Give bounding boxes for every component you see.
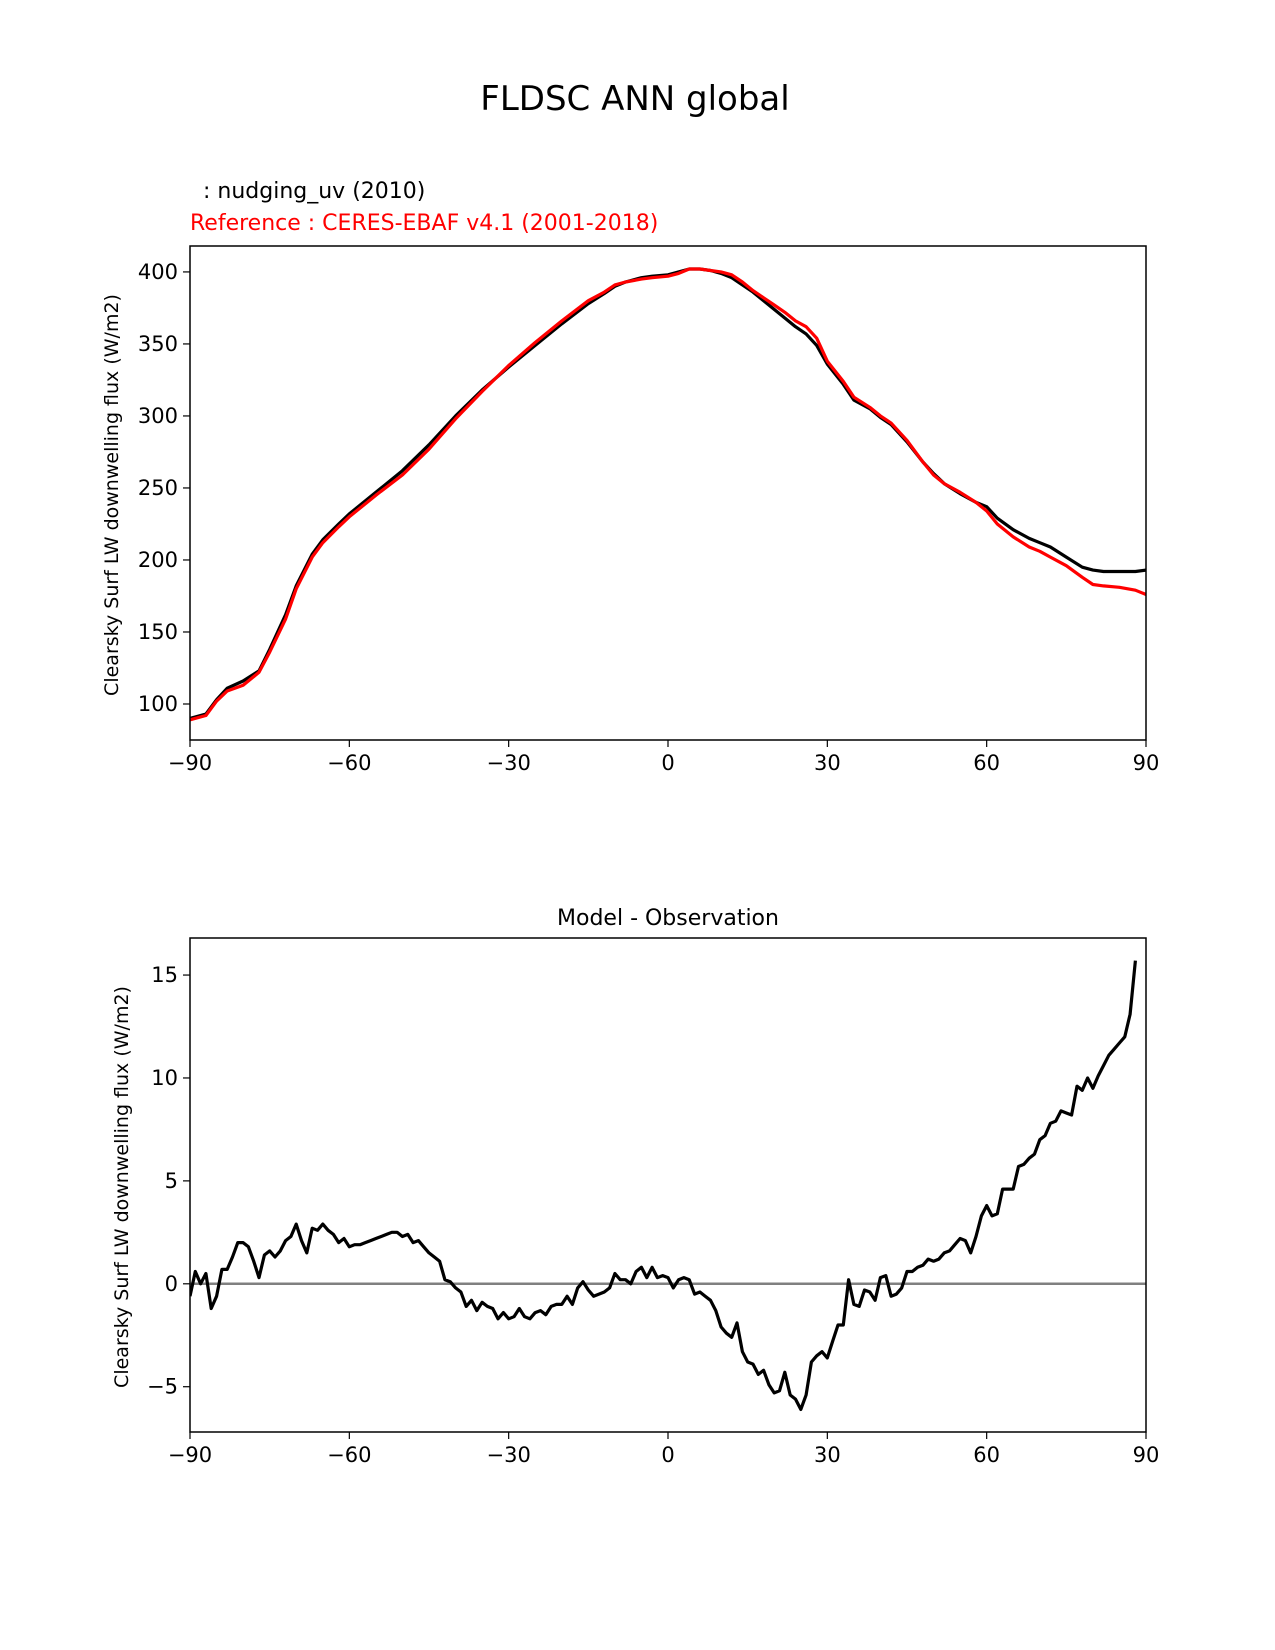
bottom-xtick-label: 30 xyxy=(814,1443,841,1467)
bottom-xtick-label: −30 xyxy=(487,1443,531,1467)
top-ylabel: Clearsky Surf LW downwelling flux (W/m2) xyxy=(101,294,123,696)
top-plot-area: −90 −60 −30 0 30 60 90 100 150 200 250 300 350 400 xyxy=(138,260,1159,775)
top-ytick-label: 200 xyxy=(138,548,178,572)
bottom-xtick-label: 0 xyxy=(661,1443,674,1467)
top-ytick-label: 350 xyxy=(138,332,178,356)
top-ytick-label: 400 xyxy=(138,260,178,284)
bottom-series-line-0 xyxy=(190,960,1137,1412)
bottom-ylabel: Clearsky Surf LW downwelling flux (W/m2) xyxy=(111,986,133,1388)
reference-label: Reference : CERES-EBAF v4.1 (2001-2018) xyxy=(190,211,658,236)
bottom-xtick-label: 60 xyxy=(973,1443,1000,1467)
top-xtick-label: −90 xyxy=(168,751,212,775)
bottom-xtick-label: 90 xyxy=(1133,1443,1160,1467)
bottom-ytick-label: 0 xyxy=(165,1272,178,1296)
top-axes-frame xyxy=(189,245,1147,741)
top-series-line-1 xyxy=(190,267,1146,722)
top-xtick-label: −60 xyxy=(327,751,371,775)
top-xtick-label: −30 xyxy=(487,751,531,775)
bottom-title: Model - Observation xyxy=(557,906,779,931)
bottom-panel: Model - Observation Clearsky Surf LW dow… xyxy=(111,906,1159,1467)
top-ytick-label: 100 xyxy=(138,692,178,716)
bottom-xtick-label: −60 xyxy=(327,1443,371,1467)
top-xtick-label: 0 xyxy=(661,751,674,775)
top-ytick-label: 250 xyxy=(138,476,178,500)
bottom-plot-area: −90 −60 −30 0 30 60 90 −5 0 5 10 15 xyxy=(147,960,1160,1467)
bottom-ytick-label: 5 xyxy=(165,1169,178,1193)
bottom-ytick-label: −5 xyxy=(147,1375,178,1399)
bottom-axes-frame xyxy=(189,937,1147,1433)
bottom-ytick-label: 15 xyxy=(151,963,178,987)
figure-title: FLDSC ANN global xyxy=(480,79,789,119)
bottom-xtick-label: −90 xyxy=(168,1443,212,1467)
top-ytick-label: 150 xyxy=(138,620,178,644)
model-label: : nudging_uv (2010) xyxy=(196,179,425,204)
top-xtick-label: 30 xyxy=(814,751,841,775)
top-panel: : nudging_uv (2010) Reference : CERES-EB… xyxy=(101,179,1159,775)
top-series-line-0 xyxy=(190,267,1146,720)
top-ytick-label: 300 xyxy=(138,404,178,428)
bottom-ytick-label: 10 xyxy=(151,1066,178,1090)
top-xtick-label: 60 xyxy=(973,751,1000,775)
top-xtick-label: 90 xyxy=(1133,751,1160,775)
